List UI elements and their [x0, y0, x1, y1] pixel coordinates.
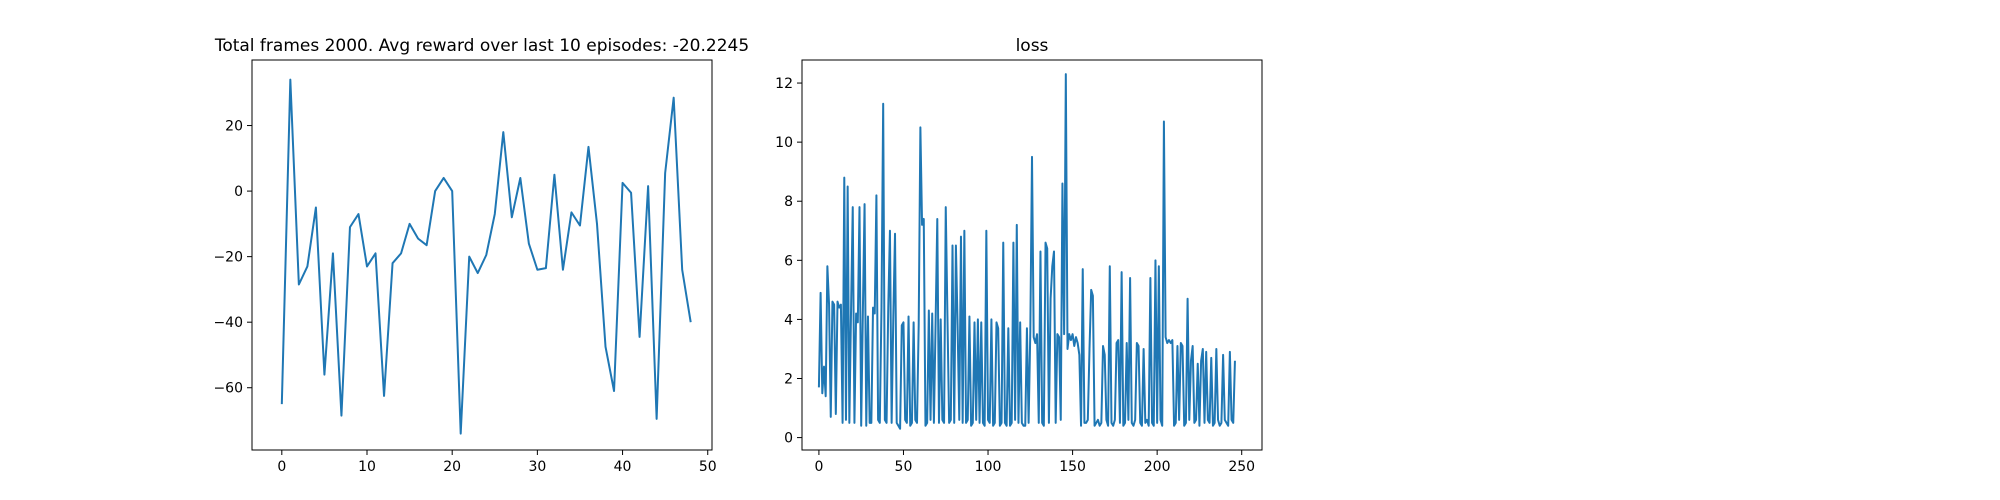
loss-chart-axes-frame — [801, 59, 1263, 451]
loss-x-tick-label: 50 — [895, 459, 913, 475]
loss-x-tick-label: 250 — [1228, 459, 1255, 475]
loss-y-tick-label: 2 — [784, 372, 793, 388]
reward-x-tick-label: 0 — [277, 459, 286, 475]
reward-series-line — [280, 78, 692, 435]
loss-y-tick-label: 12 — [775, 76, 793, 92]
loss-y-tick-label: 10 — [775, 135, 793, 151]
reward-x-tick-label: 30 — [528, 459, 546, 475]
loss-y-tick-label: 0 — [784, 431, 793, 447]
reward-x-tick-label: 20 — [443, 459, 461, 475]
reward-y-tick-label: −20 — [213, 250, 243, 266]
reward-x-tick-label: 40 — [614, 459, 632, 475]
loss-y-tick-label: 6 — [784, 253, 793, 269]
reward-x-tick-label: 10 — [358, 459, 376, 475]
reward-chart: Total frames 2000. Avg reward over last … — [213, 36, 749, 475]
reward-x-tick-label: 50 — [699, 459, 717, 475]
loss-chart-x-ticks: 0 50 100 150 200 250 — [814, 450, 1255, 475]
loss-y-tick-label: 8 — [784, 194, 793, 210]
reward-y-tick-label: 0 — [234, 184, 243, 200]
loss-x-tick-label: 200 — [1144, 459, 1171, 475]
reward-y-tick-label: 20 — [225, 119, 243, 135]
loss-y-tick-label: 4 — [784, 312, 793, 328]
loss-series-line — [817, 73, 1236, 430]
loss-x-tick-label: 0 — [814, 459, 823, 475]
loss-chart-title: loss — [1016, 36, 1049, 56]
reward-chart-title: Total frames 2000. Avg reward over last … — [214, 36, 749, 56]
reward-y-tick-label: −40 — [213, 315, 243, 331]
reward-chart-y-ticks: −60 −40 −20 0 20 — [213, 119, 252, 397]
reward-chart-axes-frame — [251, 59, 713, 451]
loss-chart: loss 0 50 100 150 200 250 0 2 4 6 8 10 12 — [775, 36, 1263, 475]
reward-y-tick-label: −60 — [213, 381, 243, 397]
loss-x-tick-label: 150 — [1059, 459, 1086, 475]
loss-chart-y-ticks: 0 2 4 6 8 10 12 — [775, 76, 802, 447]
reward-chart-x-ticks: 0 10 20 30 40 50 — [277, 450, 717, 475]
loss-x-tick-label: 100 — [975, 459, 1002, 475]
